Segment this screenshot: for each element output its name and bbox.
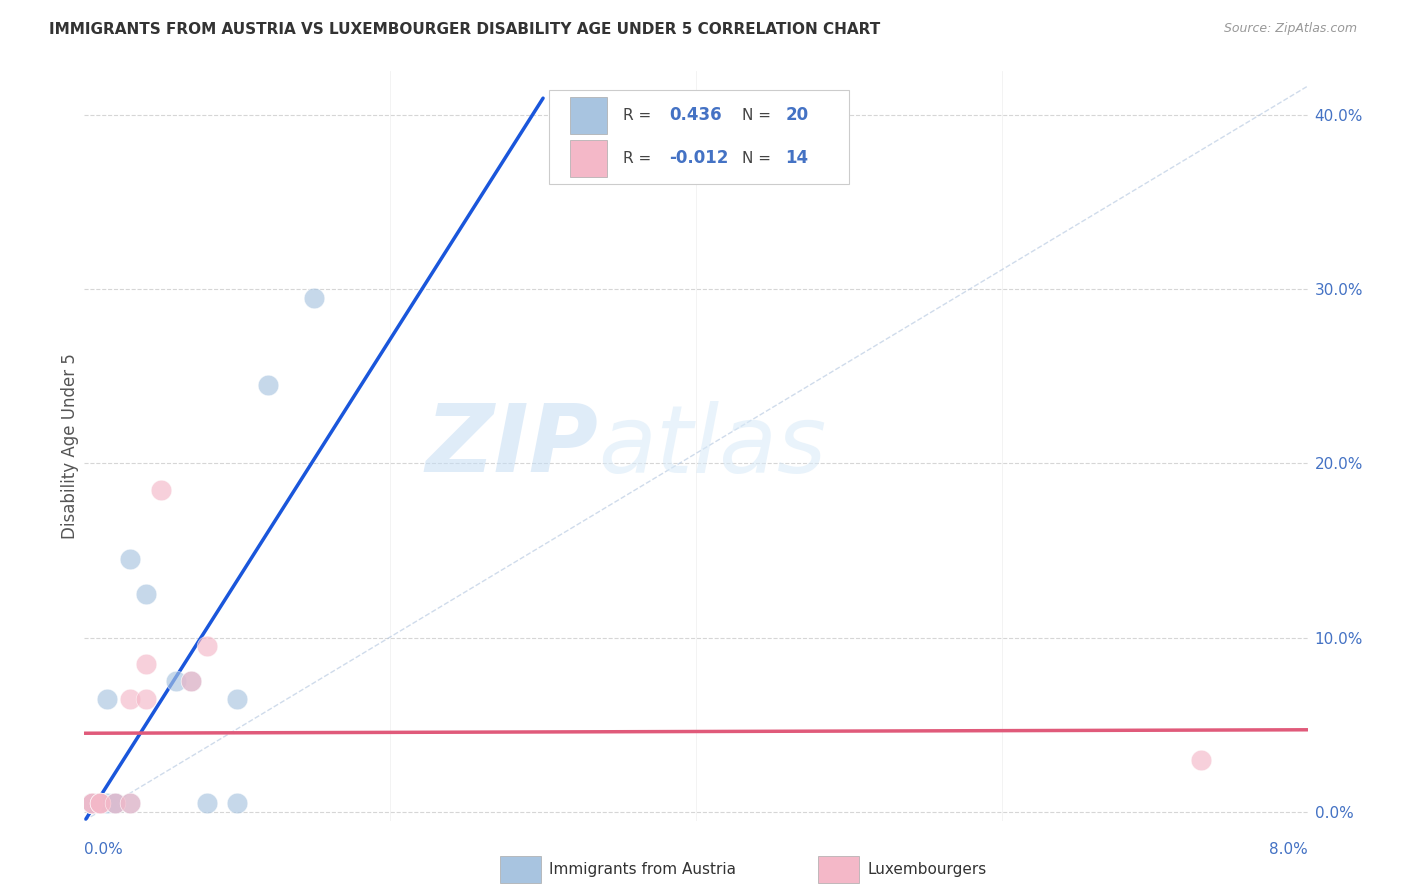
Text: 0.436: 0.436	[669, 106, 721, 124]
Text: 20: 20	[786, 106, 808, 124]
Text: 0.0%: 0.0%	[84, 841, 124, 856]
Text: Source: ZipAtlas.com: Source: ZipAtlas.com	[1223, 22, 1357, 36]
Point	[1189, 753, 1212, 767]
Point	[180, 674, 202, 689]
FancyBboxPatch shape	[550, 90, 849, 184]
Text: IMMIGRANTS FROM AUSTRIA VS LUXEMBOURGER DISABILITY AGE UNDER 5 CORRELATION CHART: IMMIGRANTS FROM AUSTRIA VS LUXEMBOURGER …	[49, 22, 880, 37]
Point	[80, 796, 103, 810]
Point	[120, 796, 142, 810]
Point	[135, 587, 157, 601]
Point	[104, 796, 127, 810]
Text: atlas: atlas	[598, 401, 827, 491]
Point	[149, 483, 172, 497]
Text: 8.0%: 8.0%	[1268, 841, 1308, 856]
Text: -0.012: -0.012	[669, 150, 728, 168]
Point	[226, 691, 249, 706]
Text: N =: N =	[742, 108, 776, 123]
Point	[89, 796, 111, 810]
Point	[165, 674, 187, 689]
Text: 14: 14	[786, 150, 808, 168]
Text: R =: R =	[623, 108, 655, 123]
Text: R =: R =	[623, 151, 655, 166]
Bar	[569, 96, 606, 134]
Point	[89, 796, 111, 810]
Point	[80, 796, 103, 810]
Point	[195, 796, 218, 810]
Point	[302, 291, 325, 305]
Text: ZIP: ZIP	[425, 400, 598, 492]
Point	[89, 796, 111, 810]
Point	[135, 691, 157, 706]
Text: Luxembourgers: Luxembourgers	[868, 862, 987, 877]
Point	[80, 796, 103, 810]
Point	[89, 796, 111, 810]
Text: Immigrants from Austria: Immigrants from Austria	[550, 862, 737, 877]
Point	[104, 796, 127, 810]
Point	[120, 691, 142, 706]
Point	[80, 796, 103, 810]
Point	[104, 796, 127, 810]
Point	[135, 657, 157, 671]
Y-axis label: Disability Age Under 5: Disability Age Under 5	[62, 353, 80, 539]
Point	[120, 796, 142, 810]
Point	[257, 378, 280, 392]
Point	[89, 796, 111, 810]
Bar	[569, 140, 606, 178]
Text: N =: N =	[742, 151, 776, 166]
Point	[104, 796, 127, 810]
Point	[120, 552, 142, 566]
Point	[195, 640, 218, 654]
Point	[180, 674, 202, 689]
Bar	[818, 855, 859, 883]
Point	[226, 796, 249, 810]
Point	[89, 796, 111, 810]
Point	[96, 691, 118, 706]
Point	[96, 796, 118, 810]
Bar	[501, 855, 541, 883]
